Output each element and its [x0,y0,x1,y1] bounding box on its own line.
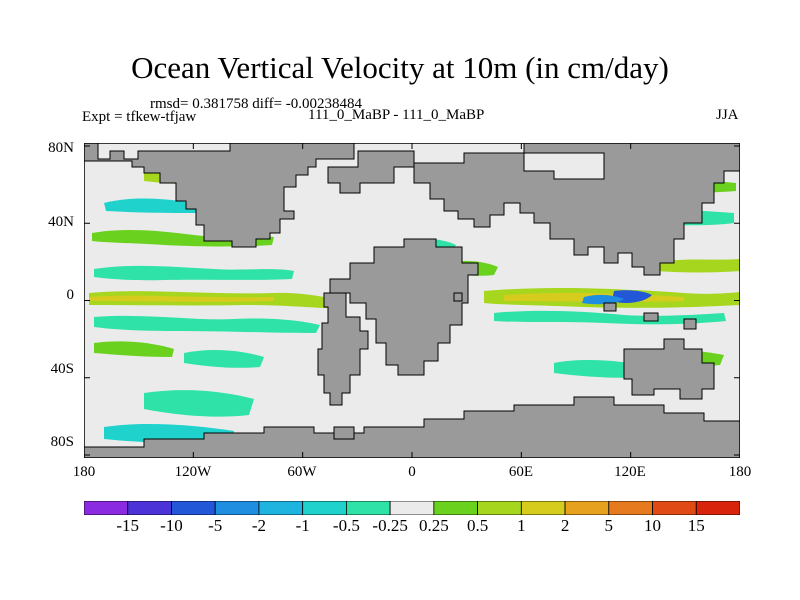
stats-text: rmsd= 0.381758 diff= -0.00238484 [150,96,363,112]
southern-ocean-patch [144,390,254,417]
colorbar-swatch [520,501,566,515]
season-label: JJA [716,107,739,123]
colorbar-swatch [127,501,172,515]
colorbar-swatch [564,501,610,515]
colorbar-swatch [302,501,347,515]
arctic-gap [523,152,605,180]
north-pacific-band [92,229,274,247]
colorbar-swatch [84,501,129,515]
runs-text: 111_0_MaBP - 111_0_MaBP [308,107,485,123]
north-indian-band [654,259,740,273]
greenland-land [327,150,415,194]
x-tick-label: 60E [508,464,534,480]
tropical-band-north [94,265,294,281]
colorbar-swatch [214,501,260,515]
tropical-band-south-east [494,310,726,325]
colorbar-swatch [477,501,522,515]
colorbar-swatch [345,501,391,515]
equatorial-band-west-core [89,295,274,302]
y-tick-label: 80S [50,434,74,450]
colorbar-label: 10 [644,516,662,535]
island-1 [453,292,463,302]
land-masks [84,143,740,458]
colorbar-label: -0.25 [372,516,408,535]
colorbar [84,501,740,515]
africa-land [329,238,479,376]
x-tick-label: 120E [614,464,646,480]
colorbar-label: 2 [560,516,570,535]
x-tick-label: 120W [174,464,212,480]
colorbar-label: -5 [208,516,223,535]
colorbar-label: -0.5 [332,516,360,535]
antarctica-land [84,396,740,458]
colorbar-label: -1 [295,516,310,535]
colorbar-swatch [258,501,304,515]
colorbar-label: 0.5 [466,516,489,535]
y-tick-label: 40S [50,361,74,377]
plot-title: Ocean Vertical Velocity at 10m (in cm/da… [131,50,669,85]
y-tick-label: 80N [48,140,74,156]
x-tick-label: 0 [408,464,416,480]
southern-ocean-band [104,424,234,444]
island-2 [603,302,617,312]
tropical-band-south [94,315,320,333]
x-tick-label: 60W [287,464,317,480]
equatorial-core-negative-2 [582,294,624,305]
north-america-land [84,143,355,248]
colorbar-swatch [608,501,653,515]
island-3 [643,312,659,322]
colorbar-swatch [652,501,697,515]
colorbar-swatch [389,501,435,515]
y-tick-label: 40N [48,214,74,230]
south-pacific-band [94,341,174,357]
south-pacific-negative [184,350,264,368]
x-tick-label: 180 [728,464,752,480]
x-tick-label: 180 [72,464,96,480]
colorbar-label: 15 [687,516,705,535]
colorbar-swatch [433,501,479,515]
colorbar-label: -10 [160,516,183,535]
antarctic-peninsula-land [333,426,355,440]
colorbar-label: 5 [604,516,614,535]
eurasia-land [413,143,740,276]
colorbar-label: 1 [517,516,526,535]
south-america-land [317,292,369,406]
y-tick-label: 0 [66,287,75,303]
experiment-text: Expt = tfkew-tfjaw [82,109,197,125]
australia-land [623,338,715,400]
colorbar-label: 0.25 [418,516,449,535]
island-4 [683,318,697,330]
velocity-map [84,143,740,458]
colorbar-label: -2 [251,516,266,535]
colorbar-label: -15 [116,516,140,535]
axis-tick-marks [84,143,740,458]
colorbar-swatch [171,501,216,515]
colorbar-swatch [695,501,740,515]
north-pacific-negative [104,198,204,213]
